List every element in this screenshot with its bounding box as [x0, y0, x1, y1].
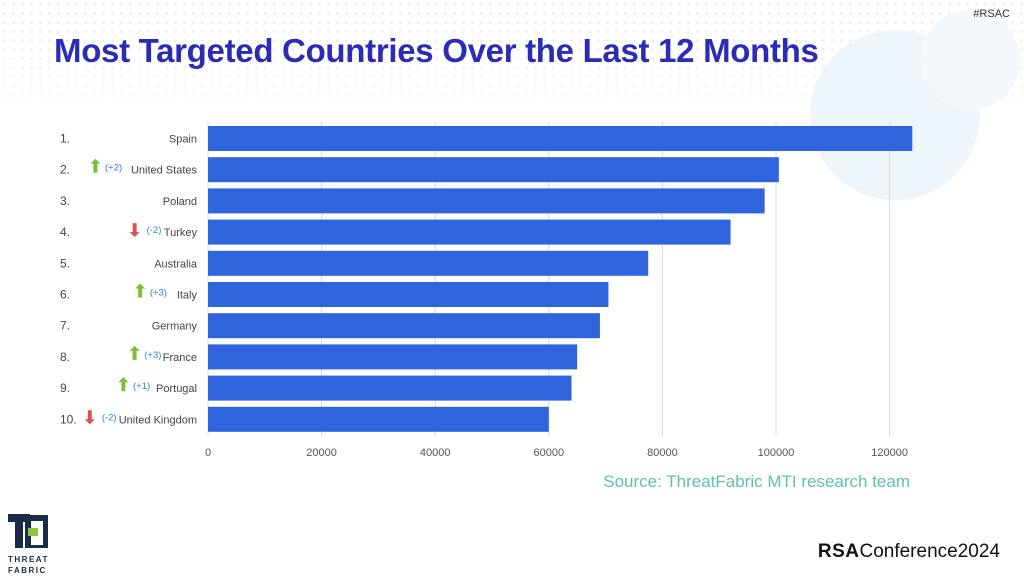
arrow-up-icon	[118, 377, 129, 392]
category-label: United States	[131, 165, 198, 177]
rank-label: 7.	[60, 319, 70, 333]
bar	[208, 313, 600, 339]
rank-label: 3.	[60, 194, 70, 208]
arrow-down-icon	[84, 410, 95, 425]
rsa-conference-logo: RSAConference2024	[818, 541, 1000, 563]
rank-change-label: (+1)	[133, 381, 150, 392]
category-label: Italy	[177, 290, 198, 302]
rsa-logo-year: 2024	[957, 541, 1000, 562]
x-tick-label: 100000	[758, 447, 795, 459]
threatfabric-logo-text-2: FABRIC	[8, 566, 47, 575]
x-tick-label: 20000	[306, 447, 337, 459]
rank-label: 4.	[60, 225, 70, 239]
x-tick-label: 120000	[871, 447, 908, 459]
rank-change-label: (+2)	[105, 163, 122, 174]
rank-change-label: (-2)	[102, 412, 117, 423]
category-label: United Kingdom	[119, 414, 197, 426]
category-label: Spain	[169, 134, 197, 146]
bar	[208, 375, 572, 401]
x-tick-label: 40000	[420, 447, 451, 459]
hashtag-label: #RSAC	[973, 8, 1010, 20]
bar	[208, 344, 578, 370]
bar	[208, 406, 549, 432]
category-label: Portugal	[156, 383, 197, 395]
category-label: Australia	[154, 258, 198, 270]
rank-label: 6.	[60, 288, 70, 302]
x-tick-label: 0	[205, 447, 211, 459]
bar	[208, 282, 609, 307]
slide-title: Most Targeted Countries Over the Last 12…	[54, 32, 819, 69]
bar	[208, 250, 649, 276]
rank-change-label: (-2)	[147, 225, 162, 236]
rank-label: 10.	[60, 412, 77, 426]
bar	[208, 188, 765, 214]
category-label: Turkey	[164, 227, 198, 239]
rank-label: 5.	[60, 256, 70, 270]
arrow-down-icon	[129, 223, 140, 238]
rsa-logo-conference: Conference	[859, 541, 958, 562]
decorative-circle-small	[920, 10, 1020, 110]
threatfabric-logo: THREAT FABRIC	[8, 514, 52, 575]
rsa-logo-bold: RSA	[817, 541, 860, 562]
rank-change-label: (+3)	[144, 350, 161, 361]
category-label: Poland	[163, 196, 197, 208]
threatfabric-logo-mark	[8, 514, 49, 551]
category-label: Germany	[152, 321, 198, 333]
bar	[208, 157, 779, 183]
bar	[208, 126, 913, 151]
rank-label: 2.	[60, 163, 70, 177]
rank-label: 8.	[60, 350, 70, 364]
arrow-up-icon	[129, 345, 140, 360]
arrow-up-icon	[135, 283, 146, 298]
x-tick-label: 60000	[534, 447, 565, 459]
rank-label: 1.	[60, 132, 70, 146]
threatfabric-logo-text-1: THREAT	[8, 555, 49, 564]
rank-change-label: (+3)	[150, 288, 167, 299]
category-label: France	[163, 352, 197, 364]
x-tick-label: 80000	[647, 447, 678, 459]
arrow-up-icon	[90, 158, 101, 173]
bar	[208, 219, 731, 245]
source-note: Source: ThreatFabric MTI research team	[603, 472, 910, 491]
rank-label: 9.	[60, 381, 70, 395]
